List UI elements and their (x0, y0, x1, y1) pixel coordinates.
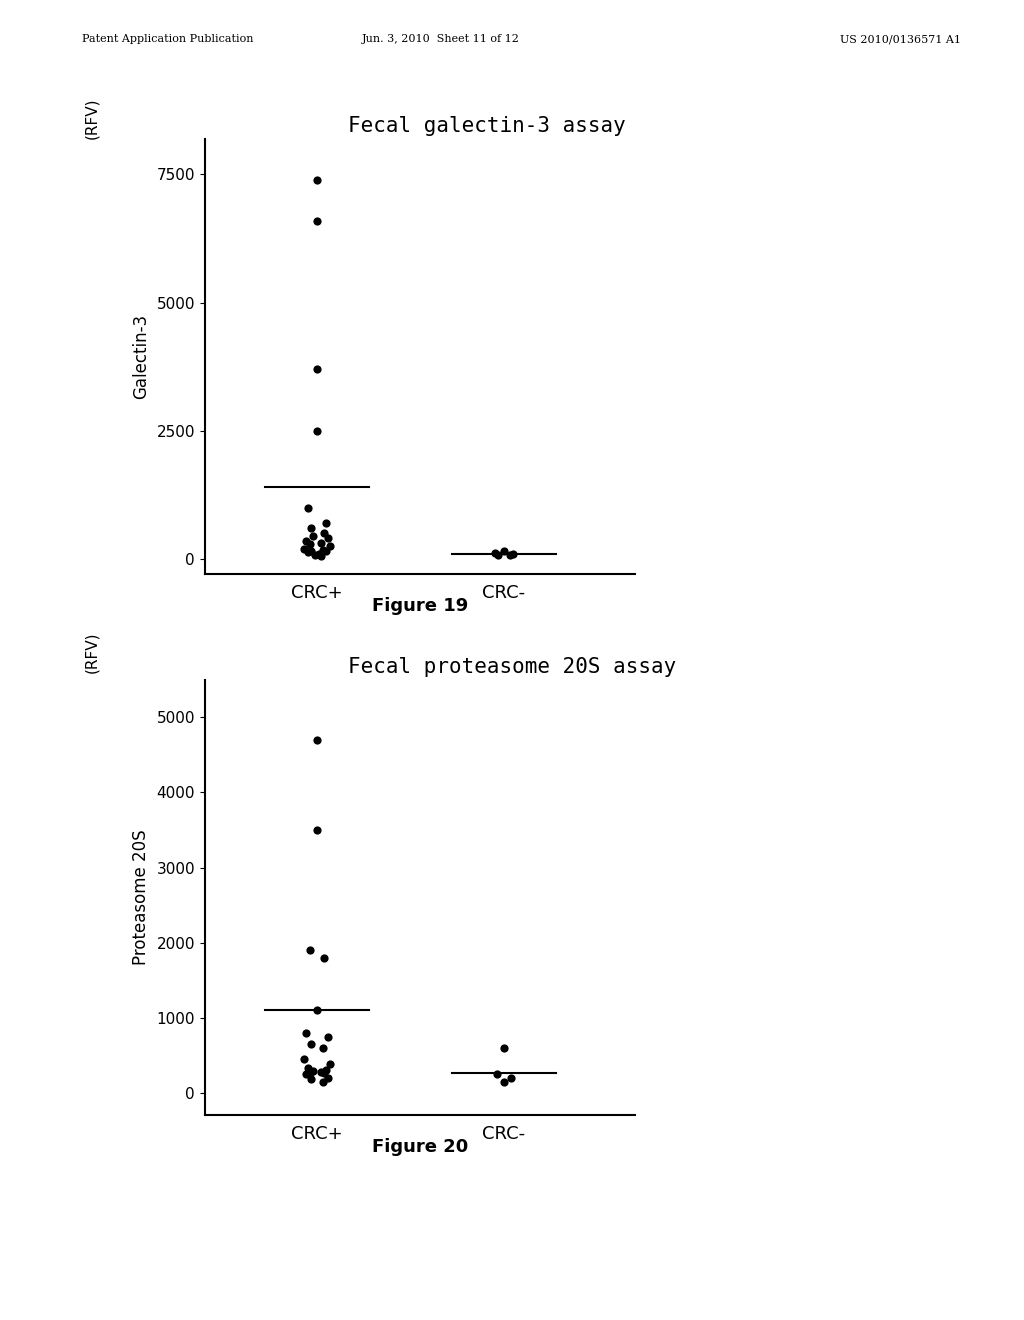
Text: (RFV): (RFV) (85, 98, 99, 139)
Y-axis label: Proteasome 20S: Proteasome 20S (131, 830, 150, 965)
Point (305, 1060, 322, 1081)
Point (301, 1063, 317, 1084)
Point (318, 1059, 335, 1080)
Point (486, 543, 503, 564)
Point (321, 1068, 337, 1089)
Point (309, 359, 326, 380)
Point (318, 512, 335, 533)
Point (316, 1063, 333, 1084)
Point (312, 545, 329, 566)
Point (301, 940, 317, 961)
Point (496, 1038, 512, 1059)
Text: Fecal galectin-3 assay: Fecal galectin-3 assay (348, 116, 626, 136)
Point (496, 541, 512, 562)
Point (314, 1071, 331, 1092)
Point (303, 540, 319, 561)
Point (309, 420, 326, 441)
Point (299, 541, 315, 562)
Point (309, 169, 326, 190)
Point (303, 1034, 319, 1055)
Point (309, 820, 326, 841)
Point (303, 517, 319, 539)
Point (312, 1061, 329, 1082)
Text: US 2010/0136571 A1: US 2010/0136571 A1 (840, 34, 961, 45)
Point (305, 525, 322, 546)
Text: Figure 20: Figure 20 (372, 1138, 468, 1156)
Point (314, 1038, 331, 1059)
Point (321, 528, 337, 549)
Point (307, 544, 324, 565)
Point (298, 531, 314, 552)
Point (303, 1069, 319, 1090)
Point (322, 1053, 338, 1074)
Point (316, 948, 333, 969)
Point (296, 1048, 312, 1069)
Point (496, 1071, 512, 1092)
Text: Jun. 3, 2010  Sheet 11 of 12: Jun. 3, 2010 Sheet 11 of 12 (361, 34, 519, 45)
Text: Fecal proteasome 20S assay: Fecal proteasome 20S assay (348, 657, 677, 677)
Point (309, 730, 326, 751)
Point (310, 543, 327, 564)
Point (322, 536, 338, 557)
Point (298, 1022, 314, 1043)
Point (296, 539, 312, 560)
Point (490, 544, 507, 565)
Point (309, 999, 326, 1020)
Point (301, 533, 317, 554)
Point (299, 1057, 315, 1078)
Text: Patent Application Publication: Patent Application Publication (82, 34, 253, 45)
Point (299, 498, 315, 519)
Point (298, 1064, 314, 1085)
Text: (RFV): (RFV) (85, 632, 99, 673)
Point (309, 210, 326, 231)
Point (488, 1064, 505, 1085)
Point (505, 544, 521, 565)
Point (312, 532, 329, 553)
Point (316, 523, 333, 544)
Point (318, 541, 335, 562)
Point (314, 539, 331, 560)
Y-axis label: Galectin-3: Galectin-3 (132, 314, 150, 399)
Point (503, 1068, 519, 1089)
Point (502, 545, 518, 566)
Point (321, 1026, 337, 1047)
Text: Figure 19: Figure 19 (372, 597, 468, 615)
